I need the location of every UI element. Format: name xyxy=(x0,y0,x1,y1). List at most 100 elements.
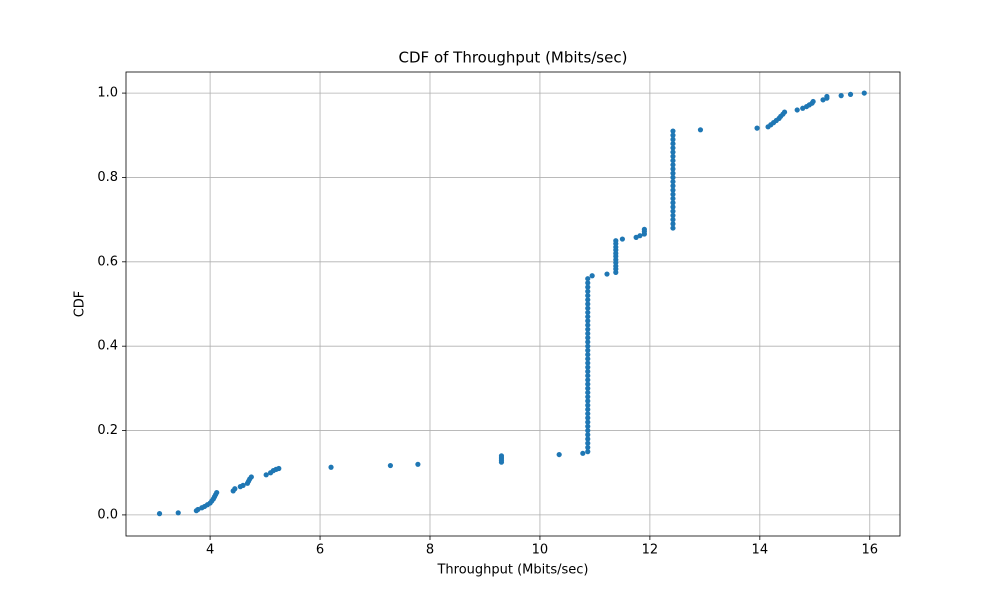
point xyxy=(585,292,591,299)
y-tick-label: 0.0 xyxy=(97,507,118,522)
y-axis-label: CDF xyxy=(73,291,88,318)
point xyxy=(670,149,676,155)
point xyxy=(585,360,591,366)
point xyxy=(824,93,830,100)
point xyxy=(670,141,676,147)
point xyxy=(585,297,591,303)
point xyxy=(585,381,591,387)
point xyxy=(556,451,562,458)
point xyxy=(861,90,867,96)
point xyxy=(589,273,595,279)
point xyxy=(670,179,676,185)
point xyxy=(670,183,676,189)
point xyxy=(232,486,238,492)
point xyxy=(585,339,591,345)
point xyxy=(585,318,591,324)
point xyxy=(619,236,625,242)
point xyxy=(585,322,591,328)
point xyxy=(585,402,591,408)
point xyxy=(794,107,800,113)
point xyxy=(585,276,591,282)
point xyxy=(585,440,591,446)
point xyxy=(670,204,676,210)
point xyxy=(670,162,676,168)
point xyxy=(585,373,591,379)
point xyxy=(670,174,676,181)
point xyxy=(498,453,505,459)
point xyxy=(670,170,676,176)
point xyxy=(810,98,816,105)
point xyxy=(585,411,591,417)
point xyxy=(670,128,676,134)
point xyxy=(585,356,591,362)
point xyxy=(585,335,591,341)
point xyxy=(387,462,394,469)
point xyxy=(585,377,591,383)
point xyxy=(585,419,591,425)
point xyxy=(585,326,591,332)
point xyxy=(585,368,591,375)
point xyxy=(670,136,676,143)
point xyxy=(670,212,676,219)
point xyxy=(585,432,591,438)
y-tick-label: 1.0 xyxy=(97,86,118,101)
point xyxy=(175,510,181,516)
plot-frame xyxy=(125,71,901,537)
point xyxy=(585,288,591,294)
y-tick-label: 0.4 xyxy=(97,339,118,354)
point xyxy=(585,444,591,451)
point xyxy=(754,125,760,131)
point xyxy=(697,127,704,133)
point xyxy=(585,398,591,404)
x-tick-label: 12 xyxy=(642,543,659,558)
x-tick-label: 16 xyxy=(861,543,878,558)
point xyxy=(585,330,591,337)
x-tick-label: 4 xyxy=(206,543,214,558)
point xyxy=(670,191,676,197)
y-tick-label: 0.8 xyxy=(97,170,118,185)
point xyxy=(641,226,647,232)
point xyxy=(263,472,269,478)
point xyxy=(670,217,676,223)
point xyxy=(847,91,854,97)
point xyxy=(240,482,246,488)
x-tick-label: 10 xyxy=(532,543,549,558)
point xyxy=(585,309,591,316)
point xyxy=(637,233,643,239)
point xyxy=(670,195,676,202)
point xyxy=(585,347,591,353)
point xyxy=(670,200,676,206)
point xyxy=(415,461,421,467)
point xyxy=(781,109,788,115)
point xyxy=(585,280,591,286)
point xyxy=(670,153,676,159)
point xyxy=(214,489,220,496)
y-tick-label: 0.6 xyxy=(97,254,118,269)
point xyxy=(613,238,619,244)
x-tick-label: 8 xyxy=(426,543,434,558)
point xyxy=(670,208,676,214)
point xyxy=(838,93,844,99)
y-tick-label: 0.2 xyxy=(97,423,118,438)
point xyxy=(585,385,591,391)
point xyxy=(585,415,591,421)
point xyxy=(670,225,676,231)
point xyxy=(604,271,610,277)
chart-title: CDF of Throughput (Mbits/sec) xyxy=(399,49,628,67)
x-tick-label: 6 xyxy=(316,543,324,558)
point xyxy=(585,364,591,370)
point xyxy=(585,394,591,400)
point xyxy=(585,284,591,290)
point xyxy=(670,132,676,138)
point xyxy=(670,187,676,193)
point xyxy=(585,436,591,442)
point xyxy=(580,450,586,456)
point xyxy=(670,157,676,164)
point xyxy=(670,145,676,151)
point xyxy=(585,389,591,396)
point xyxy=(585,301,591,307)
point xyxy=(670,221,676,227)
point xyxy=(585,406,591,413)
